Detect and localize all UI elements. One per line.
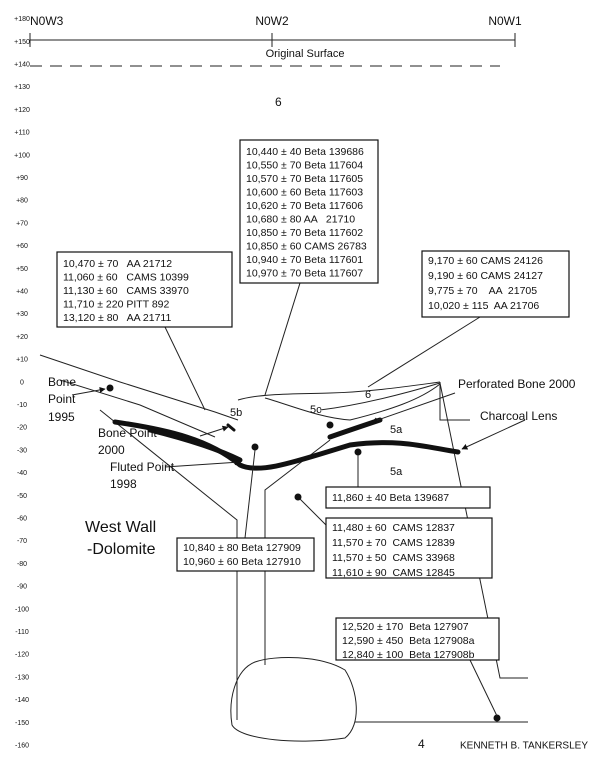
layer-label: 5c — [310, 404, 322, 416]
date-line: 10,600 ± 60 Beta 117603 — [246, 186, 363, 198]
layer-label: 5a — [390, 424, 403, 436]
date-line: 11,480 ± 60 CAMS 12837 — [332, 522, 455, 534]
depth-label: -20 — [17, 425, 27, 432]
depth-label: +70 — [16, 220, 28, 227]
date-line: 11,860 ± 40 Beta 139687 — [332, 492, 449, 504]
depth-label: -70 — [17, 538, 27, 545]
annotation: Bone Point — [98, 426, 157, 440]
depth-label: -30 — [17, 447, 27, 454]
layer-label: 4 — [418, 737, 425, 751]
annotation: 1995 — [48, 410, 75, 424]
annotation: 2000 — [98, 443, 125, 457]
date-line: 10,840 ± 80 Beta 127909 — [183, 542, 301, 554]
depth-label: +40 — [16, 289, 28, 296]
depth-label: +110 — [14, 130, 29, 137]
grid-label: N0W1 — [488, 14, 522, 28]
depth-label: +140 — [14, 62, 30, 69]
depth-label: +60 — [16, 243, 28, 250]
date-line: 11,060 ± 60 CAMS 10399 — [63, 271, 189, 283]
depth-label: -50 — [17, 493, 27, 500]
depth-label: -160 — [15, 743, 29, 750]
date-line: 10,680 ± 80 AA 21710 — [246, 213, 355, 225]
depth-label: -100 — [15, 606, 29, 613]
leader-lines — [71, 282, 526, 717]
date-line: 10,570 ± 70 Beta 117605 — [246, 173, 363, 185]
layer-label: 5b — [230, 407, 242, 419]
layer-label: 5a — [390, 466, 403, 478]
date-line: 10,020 ± 115 AA 21706 — [428, 300, 539, 312]
depth-label: -120 — [15, 652, 29, 659]
depth-label: -60 — [17, 516, 27, 523]
date-line: 10,970 ± 70 Beta 117607 — [246, 267, 363, 279]
date-boxes — [56, 139, 570, 661]
annotation: West Wall — [85, 519, 156, 536]
date-line: 11,710 ± 220 PITT 892 — [63, 298, 170, 310]
depth-label: +20 — [16, 334, 28, 341]
date-line: 10,470 ± 70 AA 21712 — [63, 258, 172, 270]
date-line: 10,440 ± 40 Beta 139686 — [246, 146, 364, 158]
layer-label: 6 — [365, 389, 371, 401]
depth-label: 0 — [20, 379, 24, 386]
date-line: 12,840 ± 100 Beta 127908b — [342, 649, 475, 661]
depth-label: -80 — [17, 561, 27, 568]
depth-label: -140 — [15, 697, 29, 704]
depth-label: -110 — [15, 629, 29, 636]
date-line: 9,170 ± 60 CAMS 24126 — [428, 255, 543, 267]
layer-label: 6 — [275, 95, 282, 109]
annotation: -Dolomite — [87, 541, 156, 558]
annotation: 1998 — [110, 477, 137, 491]
date-line: 10,550 ± 70 Beta 117604 — [246, 159, 363, 171]
grid-label: N0W2 — [255, 14, 289, 28]
depth-label: +180 — [14, 16, 30, 23]
depth-label: +80 — [16, 198, 28, 205]
surface-label: Original Surface — [266, 48, 345, 60]
depth-label: +150 — [14, 39, 30, 46]
depth-label: +100 — [14, 152, 30, 159]
depth-label: +30 — [16, 311, 28, 318]
date-line: 13,120 ± 80 AA 21711 — [63, 312, 171, 324]
depth-label: +120 — [14, 107, 30, 114]
depth-label: +50 — [16, 266, 28, 273]
depth-label: -150 — [15, 720, 29, 727]
depth-label: -40 — [17, 470, 27, 477]
annotation: Point — [48, 392, 76, 406]
date-line: 10,620 ± 70 Beta 117606 — [246, 200, 363, 212]
date-line: 10,850 ± 70 Beta 117602 — [246, 227, 363, 239]
annotation: Perforated Bone 2000 — [458, 377, 576, 391]
depth-label: +90 — [16, 175, 28, 182]
find-points — [106, 384, 501, 722]
date-line: 12,520 ± 170 Beta 127907 — [342, 621, 469, 633]
depth-label: -10 — [17, 402, 27, 409]
date-line: 11,570 ± 70 CAMS 12839 — [332, 537, 455, 549]
date-line: 12,590 ± 450 Beta 127908a — [342, 635, 475, 647]
grid-axis — [29, 33, 516, 67]
date-line: 9,775 ± 70 AA 21705 — [428, 285, 537, 297]
profile-lines — [39, 354, 528, 742]
date-line: 9,190 ± 60 CAMS 24127 — [428, 270, 543, 282]
depth-label: +130 — [14, 84, 30, 91]
date-line: 10,960 ± 60 Beta 127910 — [183, 556, 301, 568]
depth-label: +10 — [16, 357, 28, 364]
annotation: Charcoal Lens — [480, 409, 557, 423]
date-line: 10,940 ± 70 Beta 117601 — [246, 254, 363, 266]
annotation: Bone — [48, 375, 76, 389]
annotation: Fluted Point — [110, 460, 175, 474]
date-line: 11,130 ± 60 CAMS 33970 — [63, 285, 189, 297]
depth-label: -130 — [15, 674, 29, 681]
author: KENNETH B. TANKERSLEY — [460, 741, 588, 752]
date-line: 11,610 ± 90 CAMS 12845 — [332, 567, 455, 579]
date-line: 11,570 ± 50 CAMS 33968 — [332, 552, 455, 564]
date-line: 10,850 ± 60 CAMS 26783 — [246, 240, 367, 252]
grid-label: N0W3 — [30, 14, 64, 28]
depth-label: -90 — [17, 584, 27, 591]
